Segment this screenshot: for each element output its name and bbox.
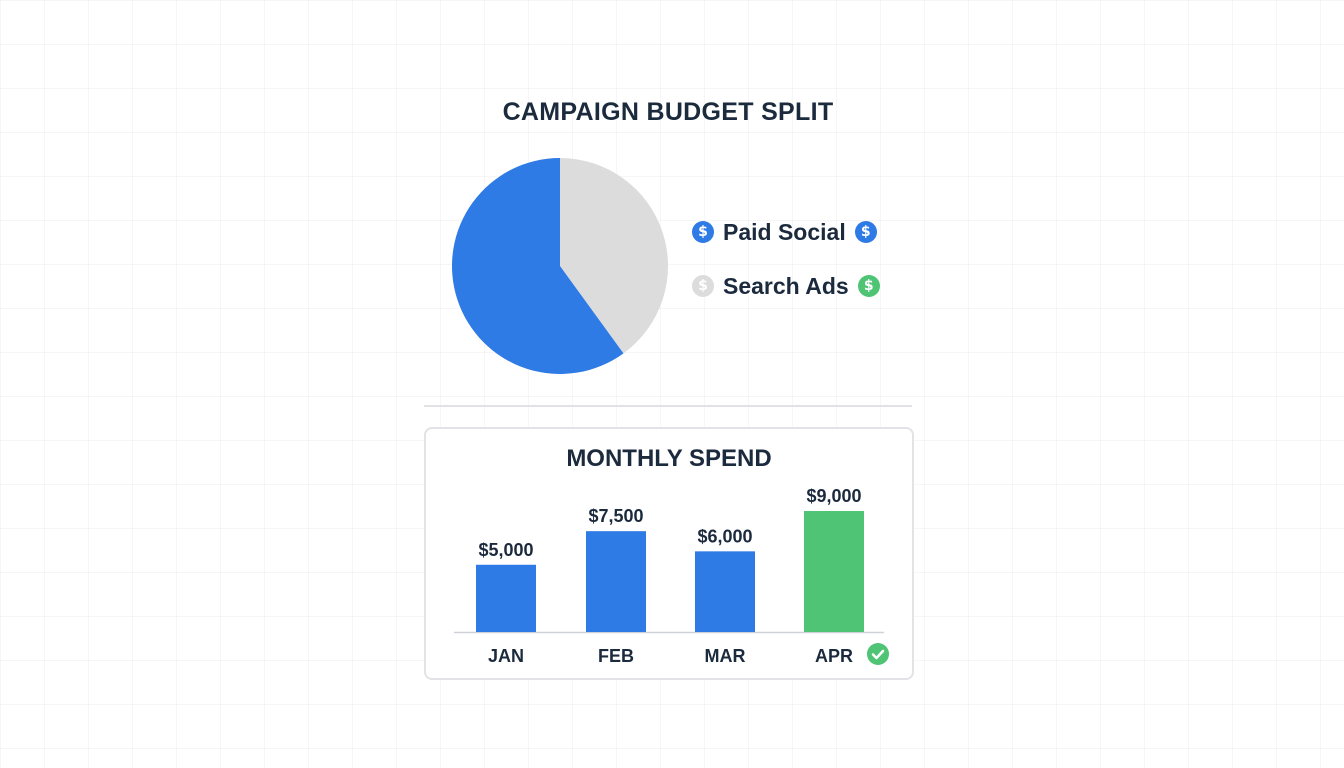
legend-label: Search Ads: [723, 272, 849, 299]
x-tick-label: APR: [815, 646, 853, 666]
bar-data-label: $6,000: [697, 526, 752, 546]
bar-chart-title: MONTHLY SPEND: [566, 445, 772, 472]
check-circle-icon: [867, 643, 889, 665]
bar-data-label: $5,000: [478, 540, 533, 560]
section-divider: [424, 405, 912, 407]
dollar-coin-icon: $: [692, 275, 714, 297]
pie-legend: $ Paid Social $ $ Search Ads $: [692, 214, 880, 322]
budget-pie-chart: [452, 158, 668, 374]
dollar-coin-icon: $: [854, 221, 877, 243]
bar-data-label: $7,500: [588, 506, 643, 526]
pie-slice-search-ads: [560, 158, 668, 354]
legend-label: Paid Social: [723, 218, 846, 245]
bar-feb: [586, 531, 646, 632]
pie-chart-title: CAMPAIGN BUDGET SPLIT: [502, 98, 834, 126]
x-tick-label: JAN: [488, 646, 524, 666]
pie-slice-paid-social: [452, 158, 624, 374]
dollar-coin-icon: $: [692, 221, 714, 243]
monthly-spend-panel: MONTHLY SPEND $5,000 JAN $7,500 FEB $6,000 MA…: [424, 427, 914, 680]
x-tick-label: FEB: [598, 646, 634, 666]
bar-mar: [695, 551, 755, 632]
bar-apr: [804, 511, 864, 632]
bar-jan: [476, 564, 536, 632]
legend-item-paid-social: $ Paid Social $: [692, 214, 880, 250]
dollar-coin-icon: $: [857, 275, 880, 297]
x-tick-label: MAR: [705, 646, 746, 666]
monthly-spend-bar-chart: $5,000 JAN $7,500 FEB $6,000 MAR $9,000 APR: [454, 486, 884, 666]
bar-data-label: $9,000: [806, 486, 861, 506]
legend-item-search-ads: $ Search Ads $: [692, 268, 880, 304]
